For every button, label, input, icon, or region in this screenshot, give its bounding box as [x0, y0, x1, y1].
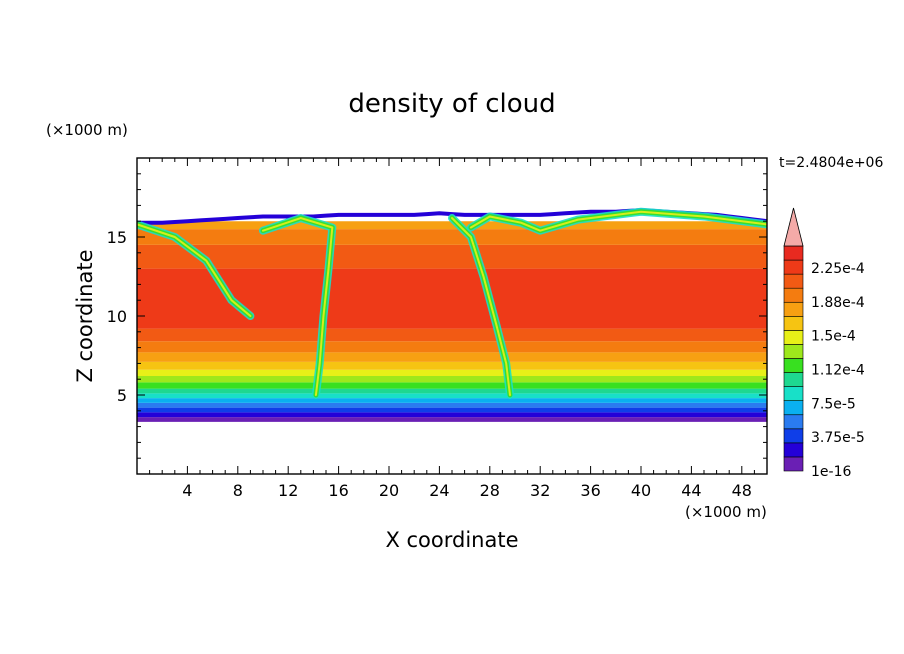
colorbar-swatch: [783, 442, 804, 458]
plot-area: [137, 207, 767, 422]
x-tick-label: 16: [328, 481, 348, 500]
colorbar-swatch: [783, 344, 804, 359]
y-unit-label: (×1000 m): [46, 121, 128, 139]
cloud-filaments: [137, 207, 767, 399]
colorbar-swatch: [783, 301, 804, 317]
x-axis: 4 8 12 16 20 24 28 32 36 40 44 48: [149, 158, 755, 500]
density-band: [137, 352, 767, 362]
y-axis-label: Z coordinate: [73, 249, 97, 382]
density-band: [137, 244, 767, 269]
colorbar-label: 1e-16: [811, 464, 851, 480]
colorbar-label: 1.88e-4: [811, 295, 865, 311]
chart-title: density of cloud: [348, 89, 555, 119]
x-tick-label: 20: [379, 481, 399, 500]
filament: [137, 223, 252, 317]
density-band: [137, 388, 767, 394]
colorbar-swatch: [783, 273, 804, 289]
x-tick-label: 44: [681, 481, 701, 500]
colorbar-swatch: [783, 400, 804, 416]
x-tick-label: 24: [429, 481, 449, 500]
density-band: [137, 328, 767, 342]
density-band: [137, 341, 767, 353]
density-band: [137, 398, 767, 403]
colorbar-swatch: [783, 316, 804, 331]
colorbar-extend-arrow: [783, 207, 804, 247]
density-band: [137, 369, 767, 377]
x-tick-label: 36: [580, 481, 600, 500]
colorbar-swatch: [783, 414, 804, 430]
density-band: [137, 382, 767, 389]
colorbar-swatch: [783, 428, 804, 444]
y-axis: 5 10 15: [107, 173, 767, 459]
colorbar-swatch: [783, 386, 804, 401]
x-tick-label: 12: [278, 481, 298, 500]
colorbar-swatch: [783, 245, 804, 261]
density-band: [137, 268, 767, 329]
x-tick-label: 48: [732, 481, 752, 500]
colorbar-swatch: [783, 259, 804, 275]
density-band: [137, 229, 767, 245]
y-tick-label: 10: [107, 307, 127, 326]
colorbar-swatch: [783, 358, 804, 373]
x-tick-label: 40: [631, 481, 651, 500]
colorbar-label: 7.5e-5: [811, 396, 856, 412]
colorbar-label: 3.75e-5: [811, 430, 865, 446]
density-band: [137, 417, 767, 422]
colorbar-swatch: [783, 372, 804, 387]
colorbar: 2.25e-4 1.88e-4 1.5e-4 1.12e-4 7.5e-5 3.75e-5…: [783, 207, 865, 480]
y-tick-label: 15: [107, 228, 127, 247]
colorbar-swatch: [783, 330, 804, 345]
density-band: [137, 393, 767, 399]
x-axis-label: X coordinate: [385, 528, 518, 552]
colorbar-label: 1.5e-4: [811, 329, 856, 345]
x-tick-label: 32: [530, 481, 550, 500]
x-tick-label: 8: [233, 481, 243, 500]
x-tick-label: 28: [480, 481, 500, 500]
density-band: [137, 361, 767, 370]
density-band: [137, 376, 767, 383]
filament: [469, 210, 767, 232]
colorbar-label: 1.12e-4: [811, 363, 865, 379]
time-label: t=2.4804e+06: [779, 155, 883, 171]
colorbar-label: 2.25e-4: [811, 261, 865, 277]
density-band: [137, 412, 767, 418]
density-band: [137, 402, 767, 408]
x-tick-label: 4: [182, 481, 192, 500]
x-unit-label: (×1000 m): [685, 503, 767, 521]
density-band: [137, 407, 767, 413]
filament: [451, 217, 511, 396]
filament: [262, 217, 334, 396]
density-layers: [137, 208, 767, 422]
colorbar-swatch: [783, 456, 804, 472]
colorbar-swatch: [783, 287, 804, 303]
y-tick-label: 5: [117, 386, 127, 405]
